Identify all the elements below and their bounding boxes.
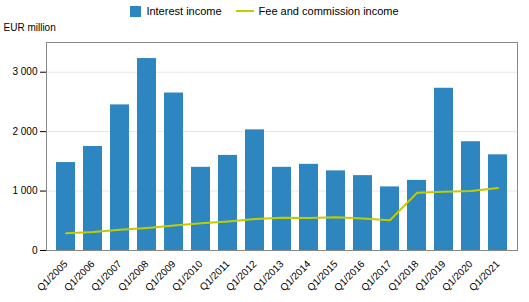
svg-text:Q1/2013: Q1/2013 (250, 258, 286, 294)
svg-text:Q1/2020: Q1/2020 (439, 258, 475, 294)
svg-text:Q1/2009: Q1/2009 (142, 258, 178, 294)
html-text:Interest income: Interest income (146, 5, 222, 17)
svg-text:Q1/2014: Q1/2014 (277, 258, 313, 294)
svg-text:Q1/2010: Q1/2010 (169, 258, 205, 294)
svg-text:Q1/2005: Q1/2005 (34, 258, 70, 294)
svg-text:Q1/2021: Q1/2021 (467, 258, 502, 293)
svg-text:Q1/2006: Q1/2006 (61, 258, 97, 294)
svg-text:3 000: 3 000 (12, 66, 37, 77)
svg-text:0: 0 (32, 245, 38, 256)
svg-text:EUR million: EUR million (4, 22, 56, 33)
svg-text:Q1/2016: Q1/2016 (331, 258, 367, 294)
svg-text:Q1/2017: Q1/2017 (358, 258, 394, 294)
svg-text:Q1/2015: Q1/2015 (304, 258, 340, 294)
svg-text:1 000: 1 000 (12, 185, 37, 196)
svg-text:2 000: 2 000 (12, 126, 37, 137)
svg-text:Q1/2008: Q1/2008 (115, 258, 151, 294)
svg-text:Q1/2007: Q1/2007 (88, 258, 124, 294)
html-text:Fee and commission income: Fee and commission income (258, 5, 399, 17)
svg-text:Q1/2019: Q1/2019 (412, 258, 448, 294)
svg-text:Q1/2012: Q1/2012 (223, 258, 259, 294)
svg-text:Q1/2011: Q1/2011 (197, 258, 232, 293)
svg-text:Q1/2018: Q1/2018 (385, 258, 421, 294)
